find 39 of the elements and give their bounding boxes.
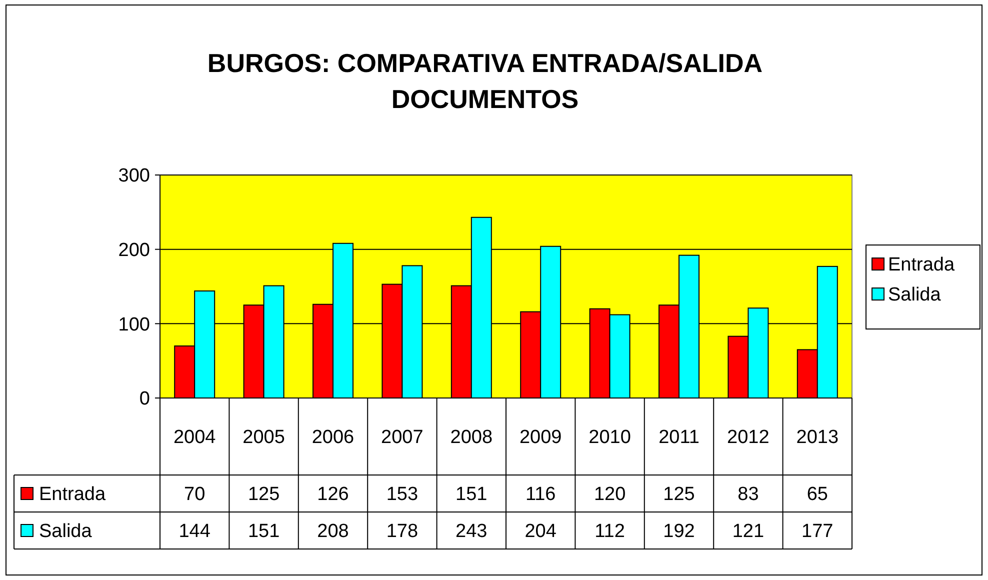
data-label: 151: [456, 484, 488, 506]
data-label: 151: [248, 521, 280, 542]
y-tick-label: 0: [139, 388, 150, 410]
x-tick-label: 2009: [519, 427, 562, 448]
y-tick-label: 100: [118, 314, 150, 336]
x-tick-label: 2013: [796, 427, 839, 448]
data-label: 116: [525, 484, 556, 506]
data-label: 204: [524, 521, 557, 542]
x-tick-label: 2008: [450, 427, 493, 448]
legend-label: Salida: [888, 284, 942, 306]
text: Salida: [39, 521, 92, 542]
data-label: 121: [732, 521, 764, 542]
data-label: 125: [248, 484, 280, 506]
data-label: 120: [594, 484, 626, 506]
x-tick-label: 2006: [312, 427, 354, 448]
data-label: 178: [386, 521, 418, 542]
data-label: 153: [386, 484, 418, 506]
x-tick-label: 2004: [173, 427, 216, 448]
x-tick-label: 2011: [658, 427, 700, 448]
data-label: 125: [663, 484, 695, 506]
data-label: 177: [802, 521, 834, 542]
data-label: 70: [184, 484, 206, 506]
chart-title: BURGOS: COMPARATIVA ENTRADA/SALIDA DOCUMENTOS: [207, 48, 763, 114]
y-tick-label: 300: [118, 166, 150, 187]
legend-label: Entrada: [888, 254, 955, 276]
data-label: 144: [178, 521, 211, 542]
x-tick-label: 2010: [588, 427, 631, 448]
data-label: 65: [806, 484, 828, 506]
x-tick-label: 2012: [727, 427, 770, 448]
data-label: 208: [317, 521, 349, 542]
data-label: 112: [594, 521, 625, 542]
data-label: 243: [456, 521, 488, 542]
data-label: 192: [663, 521, 695, 542]
x-tick-label: 2007: [381, 427, 424, 448]
data-label: 83: [738, 484, 759, 506]
data-label: 126: [317, 484, 349, 506]
y-tick-label: 200: [118, 240, 150, 261]
text: Entrada: [39, 484, 106, 506]
x-tick-label: 2005: [242, 427, 285, 448]
